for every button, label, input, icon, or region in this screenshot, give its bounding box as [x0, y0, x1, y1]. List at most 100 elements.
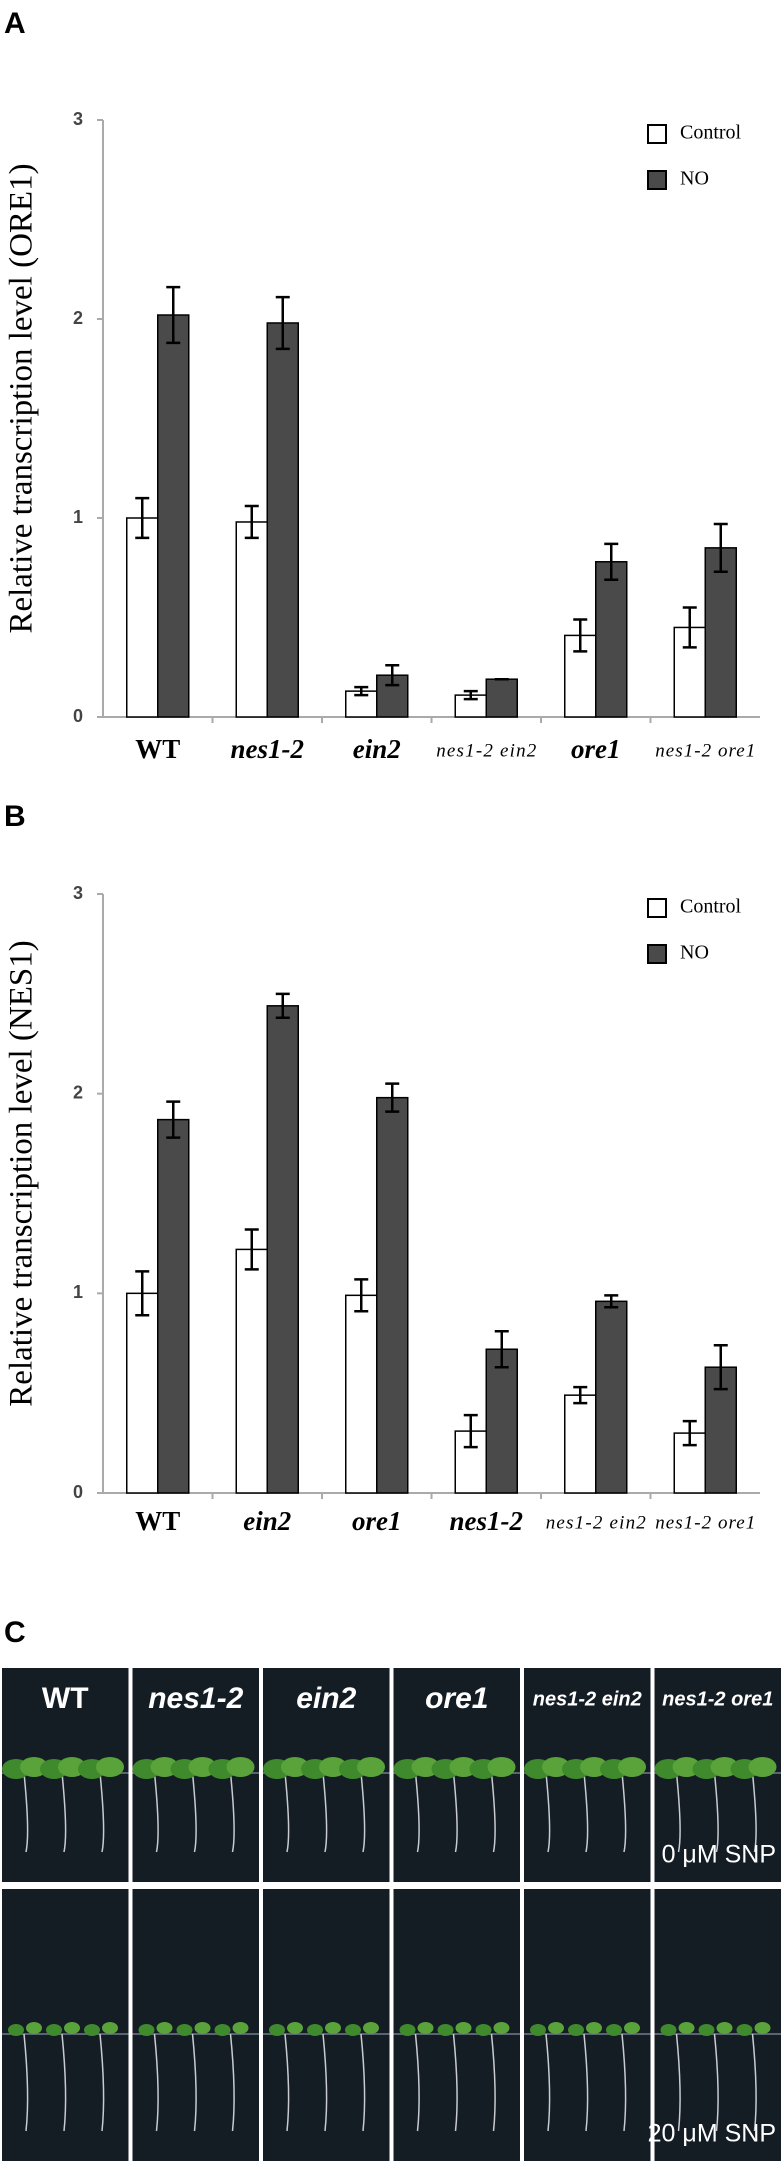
- legend-label: NO: [680, 942, 709, 964]
- error-bar: [604, 1294, 619, 1309]
- legend-swatch: [647, 944, 667, 964]
- root: [360, 1772, 366, 1853]
- seedling-leaf: [624, 2022, 640, 2034]
- x-tick-label: WT: [135, 734, 180, 764]
- seedling-leaf: [586, 2022, 602, 2034]
- root: [191, 2033, 197, 2132]
- seedling-leaf: [660, 2024, 677, 2036]
- error-bar: [166, 285, 181, 345]
- legend-label: Control: [680, 896, 742, 918]
- root: [675, 1772, 681, 1853]
- seedling-leaf: [548, 2022, 564, 2034]
- bar: [157, 314, 190, 718]
- seedling-leaf: [363, 2022, 379, 2034]
- seedling-leaf: [287, 2022, 303, 2034]
- seedling-leaf: [226, 1757, 255, 1777]
- error-bar: [166, 1100, 181, 1139]
- root: [61, 2033, 67, 2132]
- photo-column-label: ore1: [425, 1682, 488, 1715]
- y-tick-label: 1: [73, 507, 83, 527]
- seedling-leaf: [307, 2024, 323, 2036]
- seedling-leaf: [754, 2022, 771, 2034]
- root: [284, 1772, 290, 1853]
- error-bar: [494, 1330, 509, 1369]
- seedling-leaf: [325, 2022, 341, 2034]
- root: [545, 1772, 551, 1853]
- y-axis-label: Relative transcription level (ORE1): [4, 163, 40, 633]
- bar: [235, 521, 268, 718]
- root: [360, 2033, 366, 2132]
- root: [675, 2033, 681, 2132]
- root: [23, 2033, 29, 2132]
- bar: [157, 1118, 190, 1494]
- seedling-leaf: [736, 2024, 753, 2036]
- seedling-leaf: [96, 1757, 124, 1777]
- root: [414, 1772, 420, 1853]
- error-bar: [135, 496, 150, 540]
- x-tick-label: nes1-2: [231, 734, 305, 764]
- error-bar: [275, 992, 290, 1020]
- bar: [595, 1300, 628, 1494]
- seedling-leaf: [214, 2024, 231, 2036]
- root: [452, 2033, 458, 2132]
- bar: [126, 1292, 159, 1494]
- root: [191, 1772, 197, 1853]
- y-axis-label: Relative transcription level (NES1): [4, 940, 40, 1406]
- x-tick-label: WT: [135, 1506, 180, 1536]
- panel-label: C: [4, 1616, 26, 1649]
- x-tick-label: ein2: [353, 734, 401, 764]
- seedling-leaf: [84, 2024, 100, 2036]
- y-tick-label: 3: [73, 109, 83, 129]
- x-tick-label: nes1-2: [450, 1506, 524, 1536]
- legend-swatch: [647, 170, 667, 190]
- seedling-leaf: [176, 2024, 193, 2036]
- seedling-leaf: [156, 2022, 173, 2034]
- root: [583, 2033, 589, 2132]
- seedling-leaf: [26, 2022, 42, 2034]
- seedling-leaf: [417, 2022, 434, 2034]
- seedling-leaf: [618, 1757, 646, 1777]
- root: [322, 1772, 328, 1853]
- error-bar: [713, 522, 728, 573]
- root: [621, 2033, 627, 2132]
- bar: [266, 322, 299, 718]
- panel-label: B: [4, 800, 26, 833]
- panel-label: A: [4, 7, 26, 40]
- error-bar: [354, 1278, 369, 1313]
- root: [545, 2033, 551, 2132]
- root: [751, 2033, 757, 2132]
- error-bar: [713, 1344, 728, 1391]
- error-bar: [385, 664, 400, 687]
- x-tick-label: nes1-2 ore1: [655, 1512, 755, 1533]
- bar: [235, 1248, 268, 1494]
- root: [322, 2033, 328, 2132]
- seedling-leaf: [232, 2022, 249, 2034]
- root: [751, 1772, 757, 1853]
- bar: [266, 1005, 299, 1494]
- seedling-leaf: [530, 2024, 546, 2036]
- photo-row-label: 20 μM SNP: [648, 2120, 776, 2148]
- x-tick-label: nes1-2 ein2: [436, 740, 537, 761]
- seedling-leaf: [716, 2022, 733, 2034]
- seedling-leaf: [269, 2024, 285, 2036]
- error-bar: [135, 1270, 150, 1317]
- seedling-leaf: [487, 1757, 516, 1777]
- error-bar: [682, 1419, 697, 1447]
- root: [99, 1772, 105, 1853]
- legend-label: NO: [680, 168, 709, 190]
- seedling-leaf: [698, 2024, 715, 2036]
- y-tick-label: 1: [73, 1282, 83, 1302]
- seedling-leaf: [102, 2022, 118, 2034]
- root: [490, 1772, 496, 1853]
- seedling-leaf: [437, 2024, 454, 2036]
- error-bar: [244, 504, 259, 540]
- root: [229, 2033, 235, 2132]
- bar: [485, 1348, 518, 1494]
- root: [284, 2033, 290, 2132]
- error-bar: [573, 1385, 588, 1405]
- bar: [704, 547, 737, 718]
- root: [621, 1772, 627, 1853]
- y-tick-label: 3: [73, 883, 83, 903]
- seedling-leaf: [475, 2024, 492, 2036]
